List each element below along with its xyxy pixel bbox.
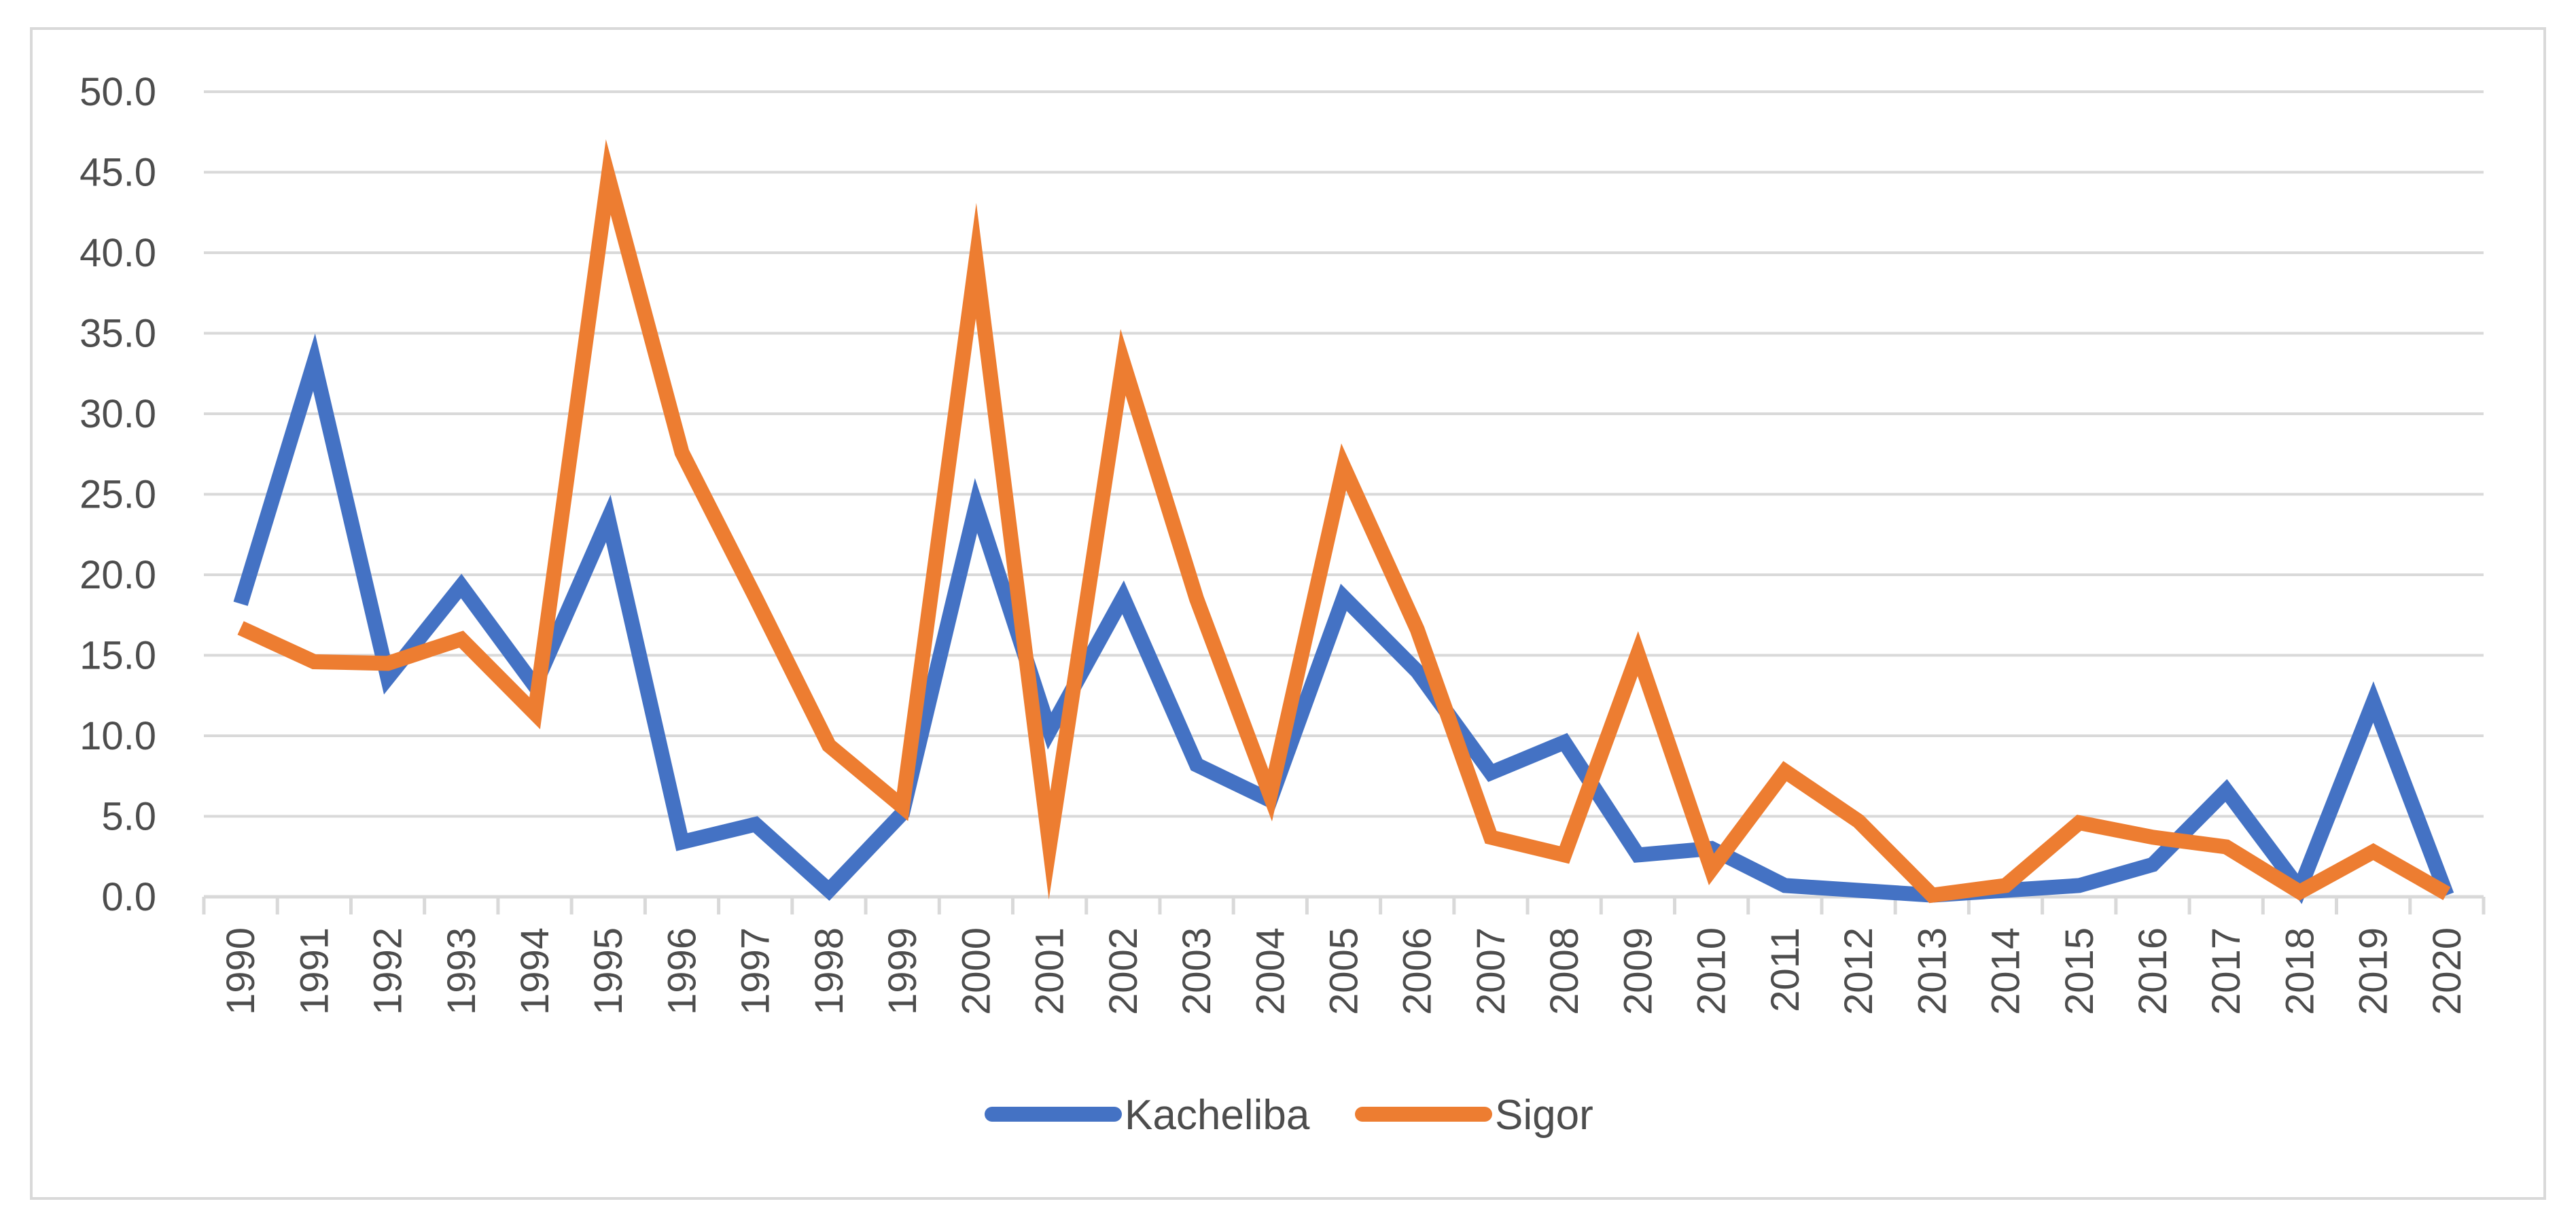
x-tick-label: 2016	[2131, 927, 2175, 1015]
y-tick-label: 5.0	[101, 795, 156, 839]
series-line-sigor	[237, 139, 2451, 904]
x-tick-label: 1999	[881, 927, 925, 1015]
x-tick-label: 2014	[1984, 927, 2028, 1015]
y-tick-label: 40.0	[80, 231, 156, 275]
legend-label: Sigor	[1495, 1092, 1593, 1139]
y-tick-label: 25.0	[80, 473, 156, 517]
x-tick-label: 1994	[513, 927, 557, 1015]
y-axis-ticks: 0.0 5.0 10.0 15.0 20.0 25.0 30.0 35.0 40.0 45.0 50…	[80, 70, 156, 919]
legend-label: Kacheliba	[1125, 1092, 1310, 1139]
x-tick-label: 2020	[2425, 927, 2469, 1015]
chart-frame	[30, 27, 2546, 1200]
y-tick-label: 0.0	[101, 875, 156, 919]
x-tick-label: 1998	[807, 927, 851, 1015]
legend: Kacheliba Sigor	[985, 1092, 1593, 1139]
y-tick-label: 20.0	[80, 553, 156, 597]
x-tick-label: 2008	[1542, 927, 1587, 1015]
x-tick-label: 2007	[1469, 927, 1513, 1015]
x-tick-label: 2000	[954, 927, 998, 1015]
x-tick-label: 1992	[366, 927, 410, 1015]
x-tick-label: 2005	[1322, 927, 1366, 1015]
x-tick-label: 2006	[1396, 927, 1440, 1015]
x-tick-label: 1995	[586, 927, 631, 1015]
y-tick-label: 35.0	[80, 312, 156, 356]
x-tick-label: 2017	[2204, 927, 2248, 1015]
y-tick-label: 45.0	[80, 151, 156, 195]
x-tick-label: 2010	[1690, 927, 1734, 1015]
x-tick-label: 2001	[1028, 927, 1072, 1015]
x-tick-label: 2003	[1175, 927, 1219, 1015]
x-axis	[202, 895, 2486, 914]
x-axis-ticks: 1990 1991 1992 1993 1994 1995 1996 1997 1998 1999…	[219, 927, 2469, 1015]
x-tick-label: 2011	[1763, 927, 1807, 1012]
x-tick-label: 1991	[292, 927, 336, 1015]
y-tick-label: 15.0	[80, 634, 156, 678]
series-lines	[233, 139, 2454, 904]
gridlines	[204, 90, 2484, 818]
y-tick-label: 10.0	[80, 714, 156, 758]
x-tick-label: 2019	[2352, 927, 2396, 1015]
x-tick-label: 2002	[1101, 927, 1146, 1015]
x-tick-label: 2004	[1248, 927, 1292, 1015]
x-tick-label: 2015	[2058, 927, 2102, 1015]
x-tick-label: 2012	[1837, 927, 1881, 1015]
x-tick-label: 1990	[219, 927, 263, 1015]
x-tick-label: 2018	[2278, 927, 2322, 1015]
x-tick-label: 1993	[440, 927, 484, 1015]
x-tick-label: 2009	[1616, 927, 1660, 1015]
x-tick-label: 1996	[660, 927, 704, 1015]
y-tick-label: 30.0	[80, 392, 156, 436]
x-tick-label: 1997	[734, 927, 778, 1015]
series-line-kacheliba	[233, 333, 2454, 904]
y-tick-label: 50.0	[80, 70, 156, 114]
x-tick-label: 2013	[1910, 927, 1954, 1015]
